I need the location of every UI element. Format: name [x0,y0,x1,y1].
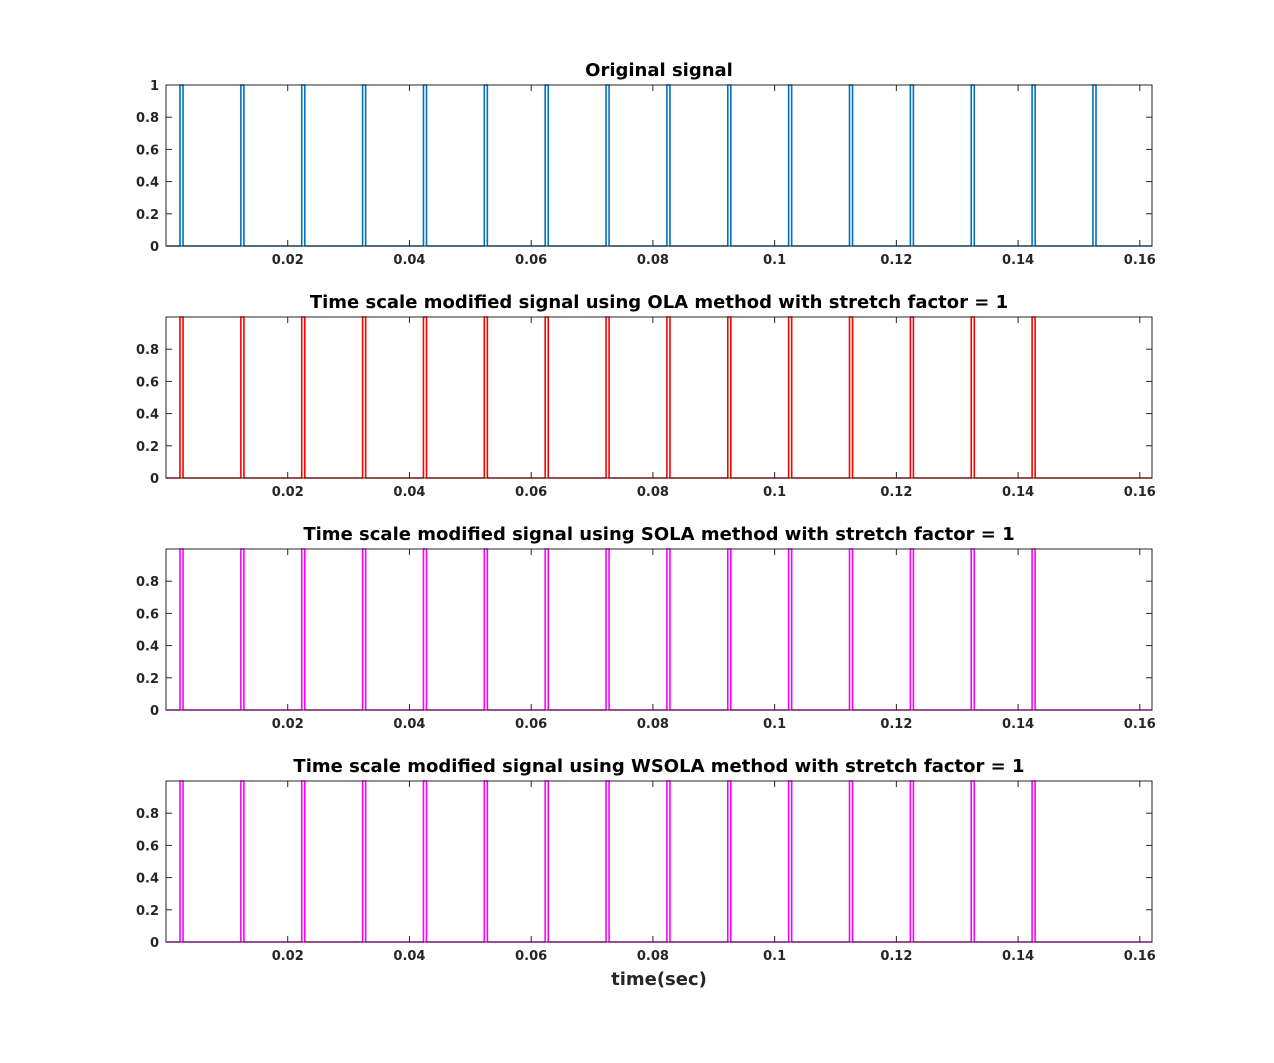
x-axis-label: time(sec) [611,969,707,990]
x-tick-label: 0.14 [1002,485,1034,500]
x-tick-label: 0.16 [1124,717,1156,732]
x-tick-label: 0.06 [515,717,547,732]
x-tick-label: 0.04 [393,485,425,500]
panel-3: 0.02 0.04 0.06 0.08 0.1 0.12 0.14 0.16 0 0.2 0.4 0.… [136,524,1156,732]
y-tick-label: 0 [150,240,159,255]
y-tick-label: 0.4 [136,640,159,655]
y-tick-label: 0.4 [136,408,159,423]
y-tick-label: 0 [150,936,159,951]
x-tick-label: 0.1 [763,485,786,500]
y-tick-label: 0.8 [136,343,159,358]
x-tick-label: 0.08 [637,717,669,732]
y-tick-label: 0.4 [136,872,159,887]
panel-2: 0.02 0.04 0.06 0.08 0.1 0.12 0.14 0.16 0 0.2 0.4 0.… [136,292,1156,500]
y-tick-label: 0.8 [136,807,159,822]
y-tick-label: 0.6 [136,143,159,158]
x-tick-label: 0.1 [763,717,786,732]
x-tick-label: 0.1 [763,949,786,964]
x-tick-label: 0.04 [393,949,425,964]
x-tick-label: 0.02 [272,717,304,732]
x-tick-label: 0.06 [515,253,547,268]
x-tick-label: 0.14 [1002,717,1034,732]
y-tick-label: 0.6 [136,375,159,390]
x-tick-label: 0.16 [1124,949,1156,964]
panel-title: Time scale modified signal using SOLA me… [303,524,1014,545]
axes-box [165,84,1153,247]
panel-title: Original signal [585,60,733,81]
axes-box [165,548,1153,711]
x-tick-label: 0.02 [272,949,304,964]
y-tick-label: 0.2 [136,904,159,919]
panel-1: 0.02 0.04 0.06 0.08 0.1 0.12 0.14 0.16 0 0.2 0.4 0.… [136,60,1156,268]
x-tick-label: 0.14 [1002,253,1034,268]
axes-box [165,316,1153,479]
x-tick-label: 0.12 [880,949,912,964]
x-tick-label: 0.16 [1124,253,1156,268]
x-tick-label: 0.08 [637,485,669,500]
x-tick-label: 0.12 [880,485,912,500]
axes-box [165,780,1153,943]
x-tick-label: 0.06 [515,949,547,964]
x-tick-label: 0.04 [393,717,425,732]
y-tick-label: 0.8 [136,575,159,590]
x-tick-label: 0.1 [763,253,786,268]
x-tick-label: 0.16 [1124,485,1156,500]
y-tick-label: 0 [150,704,159,719]
y-tick-label: 0 [150,472,159,487]
x-tick-label: 0.04 [393,253,425,268]
y-tick-label: 0.2 [136,440,159,455]
plot-area [166,549,1152,710]
y-tick-label: 0.2 [136,672,159,687]
y-tick-label: 0.4 [136,176,159,191]
panel-title: Time scale modified signal using OLA met… [310,292,1008,313]
y-tick-label: 0.2 [136,208,159,223]
plot-area [166,781,1152,942]
plot-area [166,317,1152,478]
x-tick-label: 0.12 [880,717,912,732]
x-tick-label: 0.12 [880,253,912,268]
x-tick-label: 0.08 [637,949,669,964]
y-tick-label: 0.6 [136,839,159,854]
panel-4: 0.02 0.04 0.06 0.08 0.1 0.12 0.14 0.16 0 0.2 0.4 0.… [136,756,1156,990]
panel-title: Time scale modified signal using WSOLA m… [293,756,1024,777]
plot-area [166,85,1152,246]
x-tick-label: 0.08 [637,253,669,268]
x-tick-label: 0.14 [1002,949,1034,964]
x-tick-label: 0.02 [272,485,304,500]
x-tick-label: 0.06 [515,485,547,500]
x-tick-label: 0.02 [272,253,304,268]
y-tick-label: 0.8 [136,111,159,126]
y-tick-label: 1 [150,79,159,94]
y-tick-label: 0.6 [136,607,159,622]
